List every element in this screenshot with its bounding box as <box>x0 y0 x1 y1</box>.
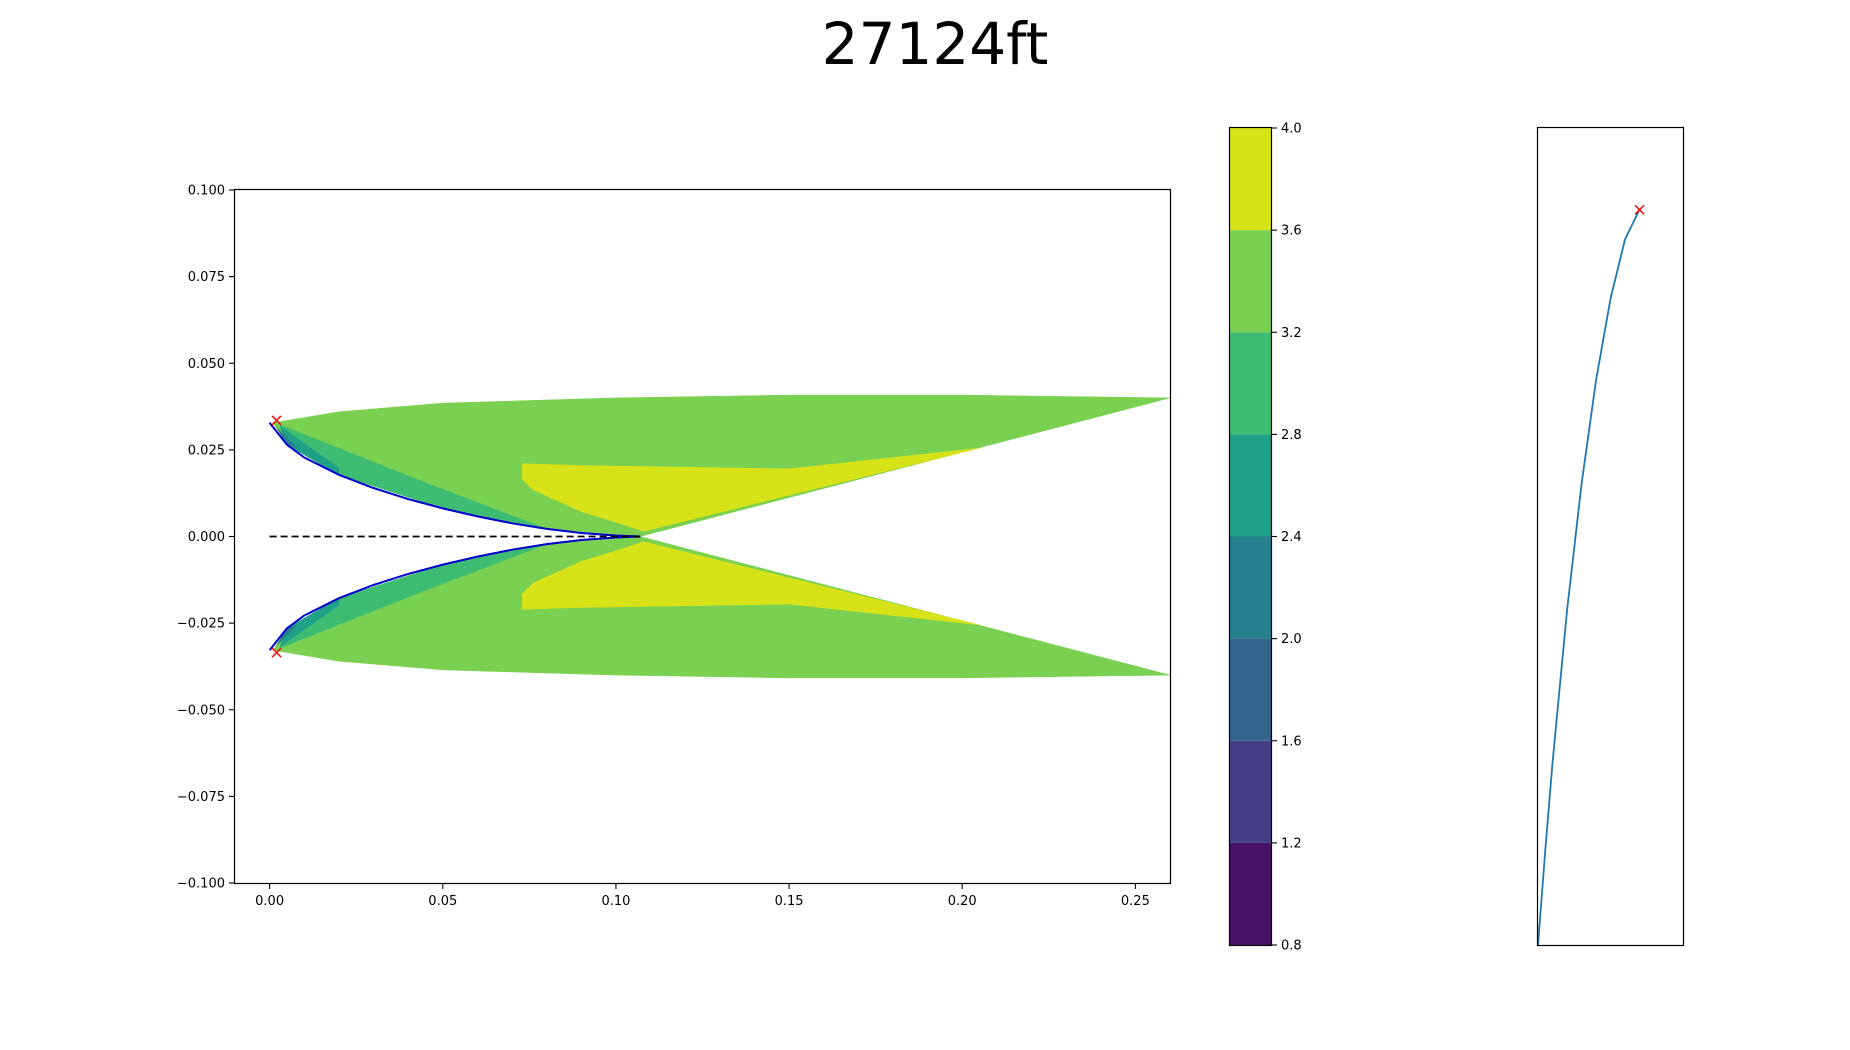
y-tick-label: 0.000 <box>188 530 225 545</box>
inset-line-panel <box>1536 126 1685 947</box>
body-outline-lower <box>268 535 641 651</box>
contour-fills <box>272 394 1171 679</box>
figure-title: 27124ft <box>822 10 1049 78</box>
colorbar-tick-label: 2.4 <box>1281 530 1302 545</box>
contour-region-3.6-4.0-lower <box>522 541 980 626</box>
colorbar-tick-label: 2.0 <box>1281 632 1302 647</box>
colorbar-band <box>1230 536 1271 639</box>
colorbar-tick-label: 1.6 <box>1281 734 1302 749</box>
y-tick-label: −0.075 <box>177 790 225 805</box>
colorbar-band <box>1230 740 1271 843</box>
contour-region-2.0-2.4-upper <box>276 427 298 449</box>
marker-lower <box>271 647 282 658</box>
colorbar-tick-label: 2.8 <box>1281 428 1302 443</box>
colorbar-band <box>1230 434 1271 537</box>
colorbar-tick-label: 1.2 <box>1281 836 1302 851</box>
main-contour-panel: 0.00 0.05 0.10 0.15 0.20 0.25 0.100 0.075 0.050… <box>177 184 1172 909</box>
colorbar-band <box>1230 128 1271 231</box>
colorbar-band <box>1230 230 1271 333</box>
colorbar-band <box>1230 842 1271 945</box>
colorbar-band <box>1230 638 1271 741</box>
colorbar-ticks: 0.8 1.2 1.6 2.0 2.4 2.8 3.2 3.6 4.0 <box>1271 122 1302 954</box>
main-y-axis: 0.100 0.075 0.050 0.025 0.000 −0.025 −0.050 −0.… <box>177 184 235 892</box>
inset-axes-frame <box>1536 126 1685 947</box>
inset-series-line <box>1537 209 1641 946</box>
colorbar-tick-label: 4.0 <box>1281 122 1302 137</box>
colorbar-tick-label: 0.8 <box>1281 939 1302 954</box>
colorbar-band <box>1230 332 1271 435</box>
x-tick-label: 0.10 <box>601 894 630 909</box>
y-tick-label: −0.025 <box>177 617 225 632</box>
colorbar: 0.8 1.2 1.6 2.0 2.4 2.8 3.2 3.6 4.0 <box>1228 122 1302 954</box>
y-tick-label: 0.075 <box>188 270 225 285</box>
body-outline-upper <box>268 422 641 538</box>
contour-lines <box>268 415 641 658</box>
contour-region-3.2-3.6-upper <box>272 394 1171 537</box>
y-tick-label: 0.050 <box>188 357 225 372</box>
contour-region-3.6-4.0-upper <box>522 447 980 532</box>
y-tick-label: −0.050 <box>177 703 225 718</box>
inset-marker <box>1634 204 1645 215</box>
colorbar-fills <box>1230 128 1271 945</box>
x-tick-label: 0.20 <box>948 894 977 909</box>
contour-region-3.2-3.6-lower <box>272 536 1171 679</box>
colorbar-tick-label: 3.6 <box>1281 224 1302 239</box>
x-tick-label: 0.15 <box>775 894 804 909</box>
inset-content <box>1537 204 1645 946</box>
contour-region-2.0-2.4-lower <box>276 624 298 646</box>
colorbar-tick-label: 3.2 <box>1281 326 1302 341</box>
y-tick-label: 0.025 <box>188 443 225 458</box>
y-tick-label: −0.100 <box>177 877 225 892</box>
y-tick-label: 0.100 <box>188 184 225 199</box>
main-x-axis: 0.00 0.05 0.10 0.15 0.20 0.25 <box>255 883 1150 909</box>
x-tick-label: 0.25 <box>1121 894 1150 909</box>
x-tick-label: 0.05 <box>428 894 457 909</box>
x-tick-label: 0.00 <box>255 894 284 909</box>
marker-upper <box>271 415 282 426</box>
